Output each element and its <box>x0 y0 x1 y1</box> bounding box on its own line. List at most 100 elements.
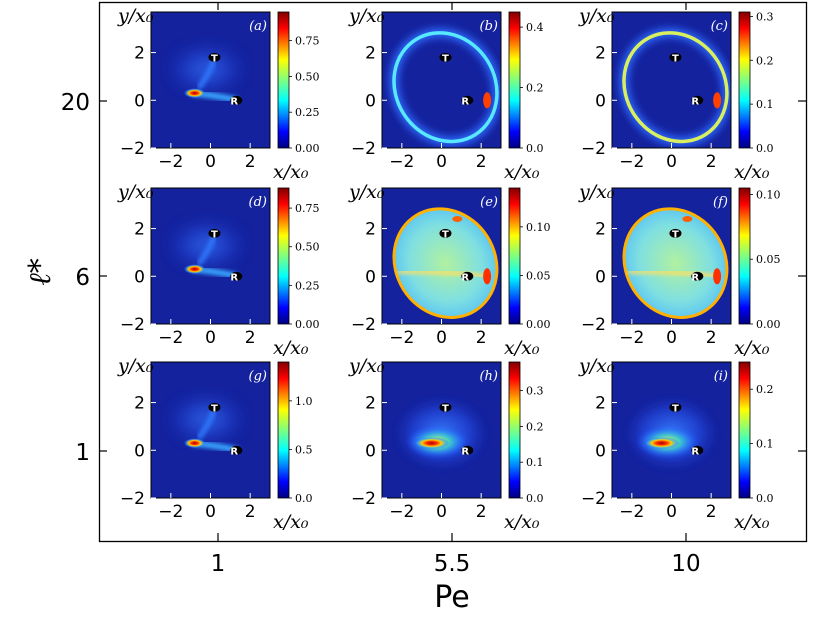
x-tick-label: 2 <box>245 328 256 348</box>
x-tick-label: −2 <box>158 152 183 172</box>
panels-layer: TR−2 0 2−202y/x₀x/x₀(a)0.000.250.500.75TR−… <box>117 5 781 533</box>
marker-label: R <box>230 272 238 283</box>
x-tick-label: −2 <box>158 328 183 348</box>
marker-label: T <box>211 229 218 240</box>
y-tick-label: 2 <box>365 394 376 414</box>
marker-label: R <box>230 96 238 107</box>
density-hotspot <box>183 88 206 99</box>
density-fill <box>393 208 497 318</box>
panel-tag: (h) <box>479 369 498 384</box>
heatmap-body: TR <box>623 395 720 472</box>
panel-y-axis-label: y/x₀ <box>117 5 154 27</box>
density-hotspot <box>713 92 722 109</box>
heatmap-body: TR <box>393 395 490 472</box>
density-haze <box>166 393 247 446</box>
marker-dot <box>230 445 243 455</box>
y-tick-label: 0 <box>134 267 145 287</box>
x-tick-label: 0 <box>436 328 447 348</box>
marker-dot <box>691 445 704 455</box>
marker-dot <box>461 95 474 105</box>
outer-xtick-label: 1 <box>211 551 226 577</box>
colorbar-tick-label: 0.3 <box>526 385 544 398</box>
marker-label: T <box>442 403 449 414</box>
panel-y-axis-label: y/x₀ <box>578 355 615 377</box>
outer-y-axis-label: ℓ* <box>23 258 58 286</box>
x-tick-label: −2 <box>619 152 644 172</box>
density-trail <box>397 269 486 279</box>
x-tick-label: 0 <box>205 502 216 522</box>
x-tick-label: −2 <box>619 502 644 522</box>
colorbar-tick-label: 0.05 <box>756 253 781 266</box>
colorbar-tick-label: 0.00 <box>526 318 551 331</box>
panel-x-axis-label: x/x₀ <box>504 337 540 359</box>
outer-ytick-label: 20 <box>61 90 90 116</box>
density-fill <box>623 208 727 318</box>
marker-dot <box>439 228 452 238</box>
x-tick-label: 2 <box>476 328 487 348</box>
y-tick-label: −2 <box>581 139 606 159</box>
x-tick-label: −2 <box>158 502 183 522</box>
colorbar-tick-label: 0.00 <box>295 318 320 331</box>
outer-xtick-label: 10 <box>671 551 700 577</box>
colorbar-tick-label: 0.2 <box>756 383 774 396</box>
colorbar <box>277 187 290 325</box>
y-tick-label: 0 <box>134 441 145 461</box>
x-tick-label: 2 <box>476 152 487 172</box>
heatmap-body: TR <box>389 28 501 146</box>
panel-y-axis-label: y/x₀ <box>348 355 385 377</box>
colorbar <box>277 361 290 499</box>
marker-label: R <box>691 272 699 283</box>
y-tick-label: 2 <box>134 44 145 64</box>
y-tick-label: 0 <box>595 441 606 461</box>
density-ring <box>622 31 729 144</box>
panel-x-axis-label: x/x₀ <box>273 337 309 359</box>
marker-label: T <box>672 403 679 414</box>
density-ring <box>622 207 729 319</box>
colorbar <box>738 361 751 499</box>
marker-dot <box>461 445 474 455</box>
marker-label: R <box>461 446 469 457</box>
colorbar-tick-label: 0.75 <box>295 35 320 48</box>
y-tick-label: 2 <box>365 220 376 240</box>
colorbar-tick-label: 0.50 <box>295 241 320 254</box>
x-tick-label: −2 <box>389 328 414 348</box>
density-hotspot <box>483 92 492 109</box>
density-hotspot <box>452 216 463 223</box>
colorbar-tick-label: 0.0 <box>756 492 774 505</box>
x-tick-label: 0 <box>205 152 216 172</box>
marker-label: T <box>442 53 449 64</box>
colorbar-tick-label: 0.0 <box>526 142 544 155</box>
y-tick-label: −2 <box>120 315 145 335</box>
x-tick-label: −2 <box>389 152 414 172</box>
colorbar <box>508 11 521 149</box>
density-hotspot <box>183 264 206 275</box>
marker-dot <box>230 95 243 105</box>
colorbar-tick-label: 0.50 <box>295 70 320 83</box>
panel-x-axis-label: x/x₀ <box>273 511 309 533</box>
density-hotspot <box>413 437 450 450</box>
x-tick-label: 2 <box>706 152 717 172</box>
panel-x-axis-label: x/x₀ <box>734 511 770 533</box>
marker-dot <box>669 402 682 412</box>
colorbar-tick-label: 0.2 <box>756 54 774 67</box>
x-tick-label: 0 <box>666 152 677 172</box>
marker-dot <box>669 52 682 62</box>
marker-dot <box>208 228 221 238</box>
heatmap-body: TR <box>166 43 247 107</box>
marker-dot <box>691 271 704 281</box>
panel-y-axis-label: y/x₀ <box>348 5 385 27</box>
y-tick-label: 2 <box>365 44 376 64</box>
y-tick-label: 2 <box>595 220 606 240</box>
outer-ticks <box>99 2 806 541</box>
marker-label: R <box>461 272 469 283</box>
colorbar-tick-label: 0.75 <box>295 202 320 215</box>
panel-x-axis-label: x/x₀ <box>504 161 540 183</box>
density-hotspot <box>682 216 693 223</box>
